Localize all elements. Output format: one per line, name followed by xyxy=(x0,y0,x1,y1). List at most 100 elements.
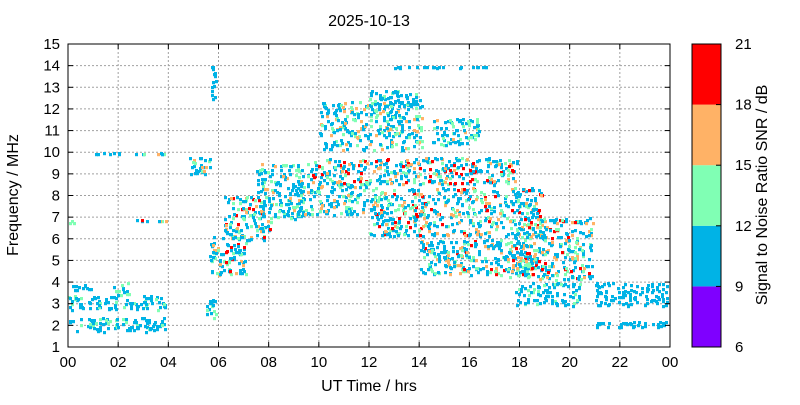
snr-cell xyxy=(528,204,531,208)
snr-cell xyxy=(538,250,541,254)
snr-cell xyxy=(476,132,479,136)
snr-cell xyxy=(192,161,195,165)
y-tick-label: 7 xyxy=(52,209,60,226)
snr-cell xyxy=(388,134,391,138)
snr-cell xyxy=(521,226,524,230)
snr-cell xyxy=(350,213,353,217)
snr-cell xyxy=(429,168,432,172)
snr-cell xyxy=(148,321,151,325)
snr-cell xyxy=(447,141,450,145)
snr-cell xyxy=(572,269,575,273)
snr-cell xyxy=(636,301,639,305)
snr-cell xyxy=(385,90,388,94)
snr-cell xyxy=(403,117,406,121)
snr-cell xyxy=(502,173,505,177)
snr-cell xyxy=(465,254,468,258)
snr-cell xyxy=(437,138,440,142)
snr-cell xyxy=(323,179,326,183)
snr-cell xyxy=(262,185,265,189)
snr-cell xyxy=(469,219,472,223)
snr-cell xyxy=(630,289,633,293)
snr-cell xyxy=(415,96,418,100)
snr-cell xyxy=(351,132,354,136)
snr-cell xyxy=(385,162,388,166)
snr-cell xyxy=(459,247,462,251)
snr-cell xyxy=(451,122,454,126)
snr-cell xyxy=(423,217,426,221)
snr-cell xyxy=(460,164,463,168)
snr-cell xyxy=(335,140,338,144)
snr-cell xyxy=(347,172,350,176)
snr-cell xyxy=(360,183,363,187)
snr-cell xyxy=(373,206,376,210)
snr-cell xyxy=(325,107,328,111)
snr-cell xyxy=(571,276,574,280)
snr-cell xyxy=(453,265,456,269)
snr-cell xyxy=(145,319,148,323)
snr-cell xyxy=(422,225,425,229)
snr-cell xyxy=(375,120,378,124)
snr-cell xyxy=(372,204,375,208)
snr-cell xyxy=(576,239,579,243)
snr-cell xyxy=(622,291,625,295)
snr-cell xyxy=(383,163,386,167)
snr-cell xyxy=(407,108,410,112)
snr-cell xyxy=(280,175,283,179)
snr-cell xyxy=(373,149,376,153)
snr-cell xyxy=(484,219,487,223)
snr-cell xyxy=(574,221,577,225)
snr-cell xyxy=(366,162,369,166)
snr-cell xyxy=(665,291,668,295)
snr-cell xyxy=(412,204,415,208)
snr-cell xyxy=(335,114,338,118)
snr-cell xyxy=(243,215,246,219)
snr-cell xyxy=(507,258,510,262)
snr-cell xyxy=(398,134,401,138)
snr-cell xyxy=(348,208,351,212)
snr-cell xyxy=(590,244,593,248)
snr-cell xyxy=(528,275,531,279)
snr-cell xyxy=(316,190,319,194)
snr-cell xyxy=(340,183,343,187)
snr-cell xyxy=(419,106,422,110)
snr-cell xyxy=(442,180,445,184)
snr-cell xyxy=(565,239,568,243)
snr-cell xyxy=(391,145,394,149)
snr-cell xyxy=(345,196,348,200)
snr-cell xyxy=(499,244,502,248)
snr-cell xyxy=(327,109,330,113)
snr-cell xyxy=(551,299,554,303)
snr-cell xyxy=(577,220,580,224)
snr-cell xyxy=(571,234,574,238)
snr-cell xyxy=(122,323,125,327)
snr-cell xyxy=(289,197,292,201)
snr-cell xyxy=(358,164,361,168)
snr-cell xyxy=(497,244,500,248)
snr-cell xyxy=(554,300,557,304)
snr-cell xyxy=(478,253,481,257)
snr-cell xyxy=(494,165,497,169)
snr-cell xyxy=(402,209,405,213)
snr-cell xyxy=(662,300,665,304)
snr-cell xyxy=(530,291,533,295)
snr-cell xyxy=(466,256,469,260)
snr-cell xyxy=(229,223,232,227)
snr-cell xyxy=(310,189,313,193)
snr-cell xyxy=(420,193,423,197)
snr-cell xyxy=(398,204,401,208)
snr-cell xyxy=(147,297,150,301)
snr-cell xyxy=(226,263,229,267)
snr-cell xyxy=(390,105,393,109)
x-tick-label: 18 xyxy=(511,354,528,371)
snr-cell xyxy=(524,267,527,271)
snr-cell xyxy=(335,205,338,209)
snr-cell xyxy=(97,153,100,157)
snr-cell xyxy=(268,197,271,201)
snr-cell xyxy=(72,320,75,324)
snr-cell xyxy=(527,289,530,293)
snr-cell xyxy=(441,223,444,227)
snr-cell xyxy=(334,111,337,115)
snr-cell xyxy=(415,206,418,210)
snr-cell xyxy=(232,197,235,201)
snr-cell xyxy=(586,219,589,223)
